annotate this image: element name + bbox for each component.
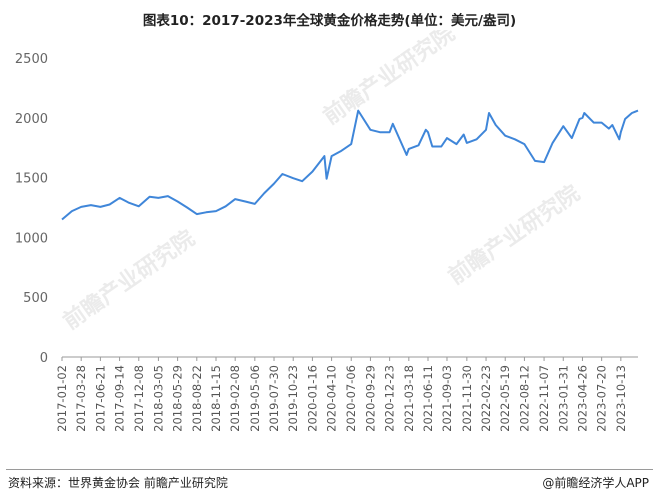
x-tick-label: 2020-12-23 bbox=[383, 365, 397, 432]
credit-note: @前瞻经济学人APP bbox=[542, 476, 649, 490]
x-tick-label: 2020-09-29 bbox=[363, 365, 377, 432]
x-tick-label: 2021-11-30 bbox=[460, 365, 474, 432]
x-tick-label: 2019-02-08 bbox=[228, 365, 242, 432]
x-tick-label: 2017-12-08 bbox=[132, 365, 146, 432]
footer-divider bbox=[6, 469, 653, 470]
x-tick-label: 2021-09-03 bbox=[440, 365, 454, 432]
x-tick-label: 2019-07-30 bbox=[267, 365, 281, 432]
chart-title: 图表10：2017-2023年全球黄金价格走势(单位：美元/盎司) bbox=[142, 13, 517, 29]
y-tick-label: 2500 bbox=[15, 52, 48, 67]
y-tick-label: 2000 bbox=[15, 112, 48, 127]
x-tick-label: 2018-03-05 bbox=[151, 365, 165, 432]
y-tick-label: 500 bbox=[23, 291, 48, 306]
x-tick-label: 2020-07-06 bbox=[344, 365, 358, 432]
x-tick-label: 2023-10-13 bbox=[614, 365, 628, 432]
x-tick-label: 2023-01-31 bbox=[556, 365, 570, 432]
x-tick-label: 2018-08-22 bbox=[190, 365, 204, 432]
gold-price-line bbox=[61, 109, 639, 221]
x-tick-label: 2020-04-10 bbox=[325, 365, 339, 432]
x-tick-label: 2022-02-23 bbox=[479, 365, 493, 432]
x-tick-label: 2022-05-19 bbox=[498, 365, 512, 432]
source-note: 资料来源：世界黄金协会 前瞻产业研究院 bbox=[8, 476, 228, 490]
x-tick-label: 2022-08-12 bbox=[517, 365, 531, 432]
watermark-logo-2: 前瞻产业研究院 bbox=[444, 180, 585, 290]
watermark-logo-0: 前瞻产业研究院 bbox=[319, 30, 460, 130]
x-tick-label: 2023-07-20 bbox=[595, 365, 609, 432]
y-tick-label: 0 bbox=[40, 351, 48, 366]
x-tick-label: 2019-05-06 bbox=[248, 365, 262, 432]
watermark-logo-1: 前瞻产业研究院 bbox=[59, 225, 200, 335]
y-tick-label: 1500 bbox=[15, 172, 48, 187]
x-tick-label: 2021-06-11 bbox=[421, 365, 435, 432]
x-tick-label: 2019-10-23 bbox=[286, 365, 300, 432]
x-tick-label: 2018-11-15 bbox=[209, 365, 223, 432]
x-tick-label: 2017-01-02 bbox=[55, 365, 69, 432]
x-tick-label: 2017-09-14 bbox=[113, 365, 127, 432]
x-tick-label: 2021-03-18 bbox=[402, 365, 416, 432]
x-tick-label: 2020-01-16 bbox=[305, 365, 319, 432]
y-axis: 0 500 1000 1500 2000 2500 bbox=[15, 52, 48, 366]
x-tick-label: 2023-04-26 bbox=[575, 365, 589, 432]
y-tick-label: 1000 bbox=[15, 231, 48, 246]
x-tick-label: 2022-11-07 bbox=[537, 365, 551, 432]
x-axis: 2017-01-02 2017-03-28 2017-06-21 2017-09-14… bbox=[55, 357, 628, 432]
x-tick-label: 2017-03-28 bbox=[74, 365, 88, 432]
x-tick-label: 2017-06-21 bbox=[93, 365, 107, 432]
x-tick-label: 2018-05-29 bbox=[171, 365, 185, 432]
